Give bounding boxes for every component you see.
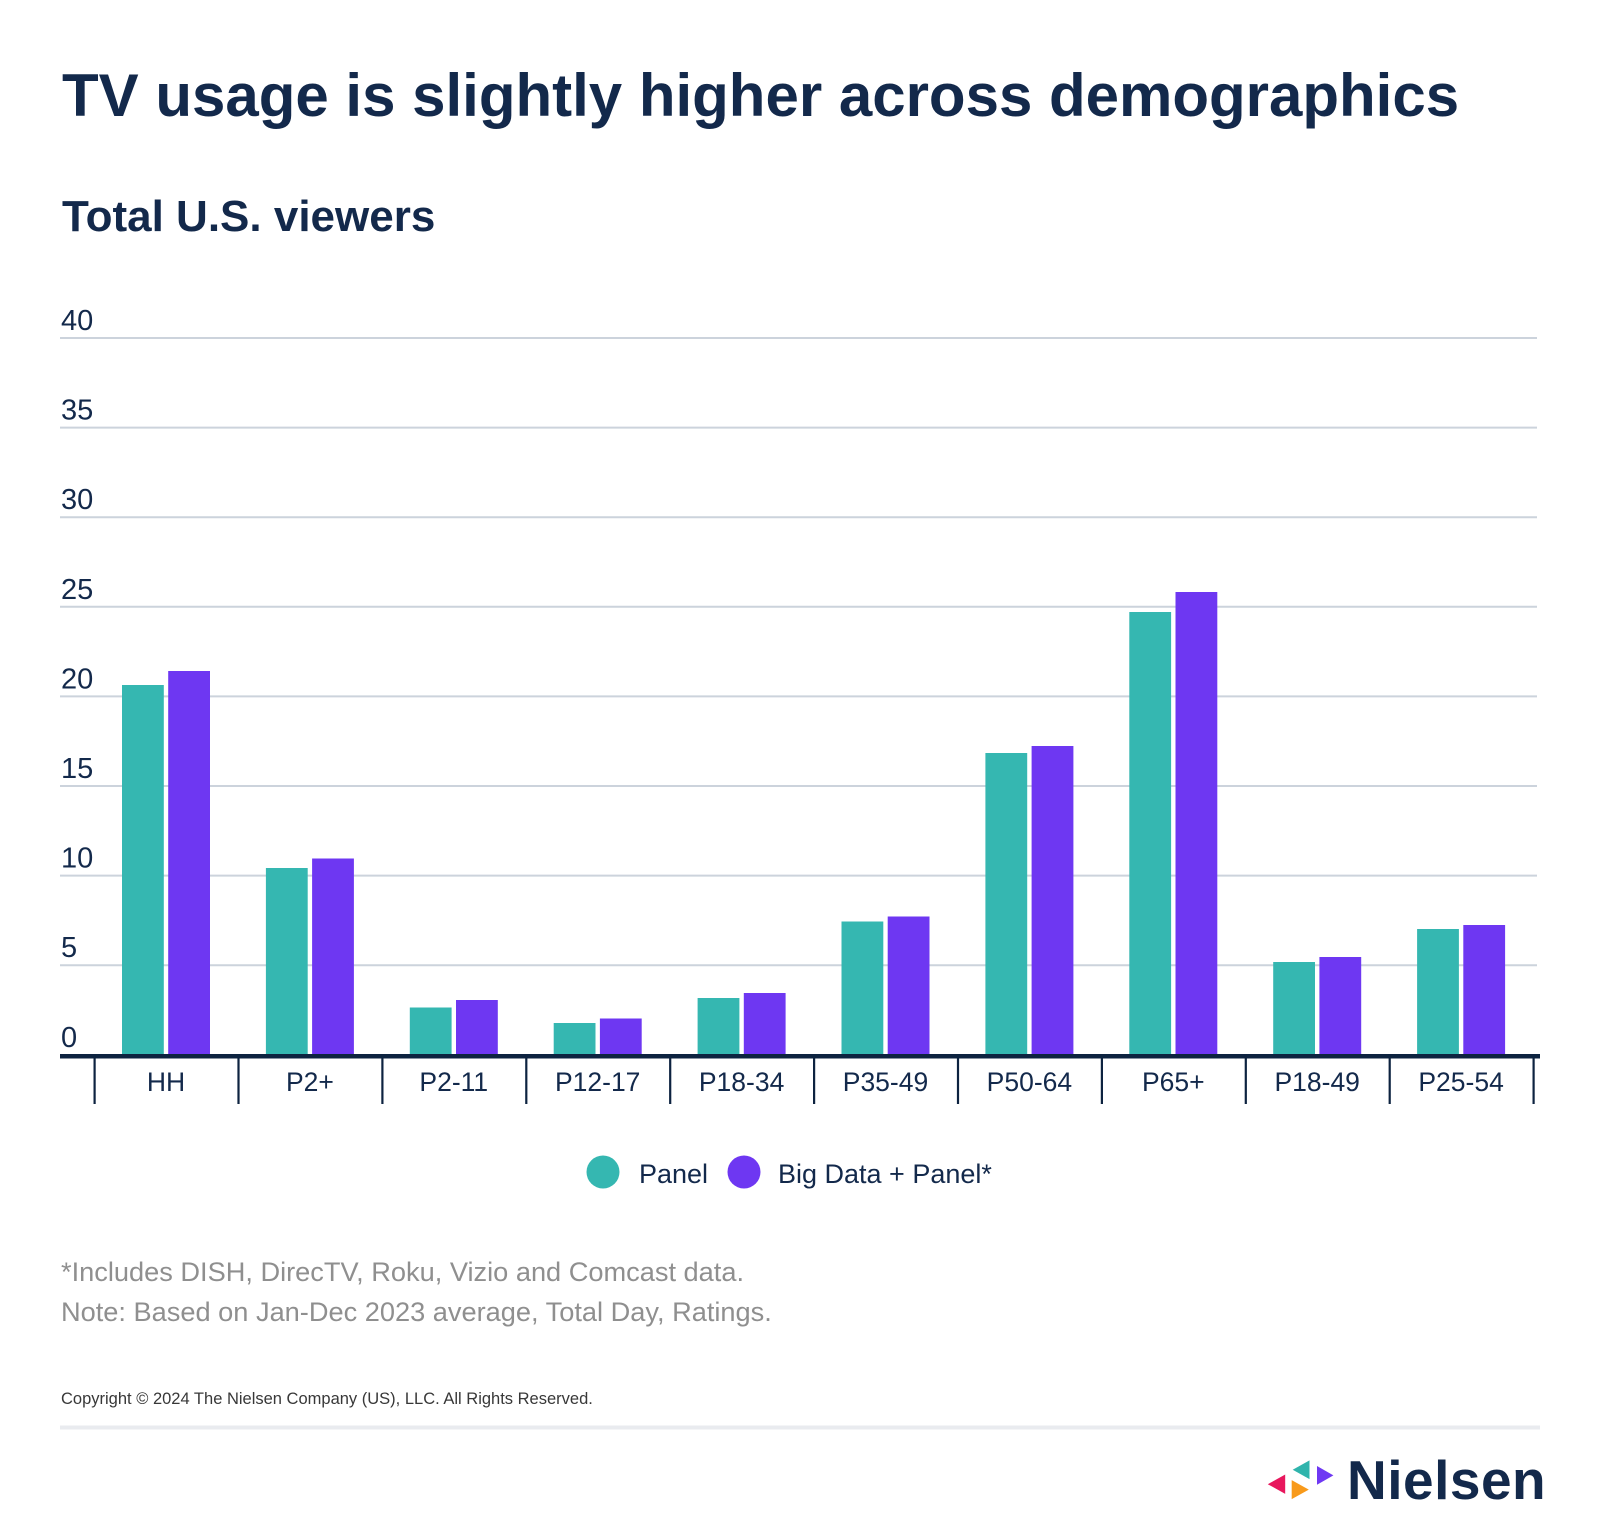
svg-text:Total U.S. viewers: Total U.S. viewers [62, 192, 435, 241]
svg-text:Copyright © 2024 The Nielsen C: Copyright © 2024 The Nielsen Company (US… [61, 1390, 593, 1408]
svg-text:40: 40 [61, 305, 93, 337]
svg-text:P18-49: P18-49 [1274, 1067, 1359, 1097]
svg-text:P35-49: P35-49 [843, 1067, 928, 1097]
svg-text:35: 35 [61, 395, 93, 427]
svg-text:P65+: P65+ [1142, 1067, 1205, 1097]
svg-text:HH: HH [147, 1067, 185, 1097]
svg-text:10: 10 [61, 843, 93, 875]
svg-text:*Includes DISH, DirecTV, Roku,: *Includes DISH, DirecTV, Roku, Vizio and… [61, 1256, 744, 1287]
svg-text:20: 20 [61, 663, 93, 695]
svg-text:Big Data + Panel*: Big Data + Panel* [778, 1159, 992, 1189]
svg-text:TV usage is slightly higher ac: TV usage is slightly higher across demog… [62, 62, 1459, 129]
svg-text:P12-17: P12-17 [555, 1067, 640, 1097]
svg-text:P2+: P2+ [286, 1067, 334, 1097]
svg-text:5: 5 [61, 932, 77, 964]
svg-text:P50-64: P50-64 [987, 1067, 1072, 1097]
svg-text:Panel: Panel [639, 1159, 708, 1189]
svg-text:15: 15 [61, 753, 93, 785]
svg-text:P2-11: P2-11 [419, 1067, 488, 1097]
svg-text:0: 0 [61, 1022, 77, 1054]
svg-text:30: 30 [61, 484, 93, 516]
svg-text:Note: Based on Jan-Dec 2023 av: Note: Based on Jan-Dec 2023 average, Tot… [61, 1296, 772, 1327]
svg-text:Nielsen: Nielsen [1347, 1449, 1546, 1511]
svg-text:P18-34: P18-34 [699, 1067, 784, 1097]
svg-text:P25-54: P25-54 [1418, 1067, 1503, 1097]
svg-text:25: 25 [61, 574, 93, 606]
